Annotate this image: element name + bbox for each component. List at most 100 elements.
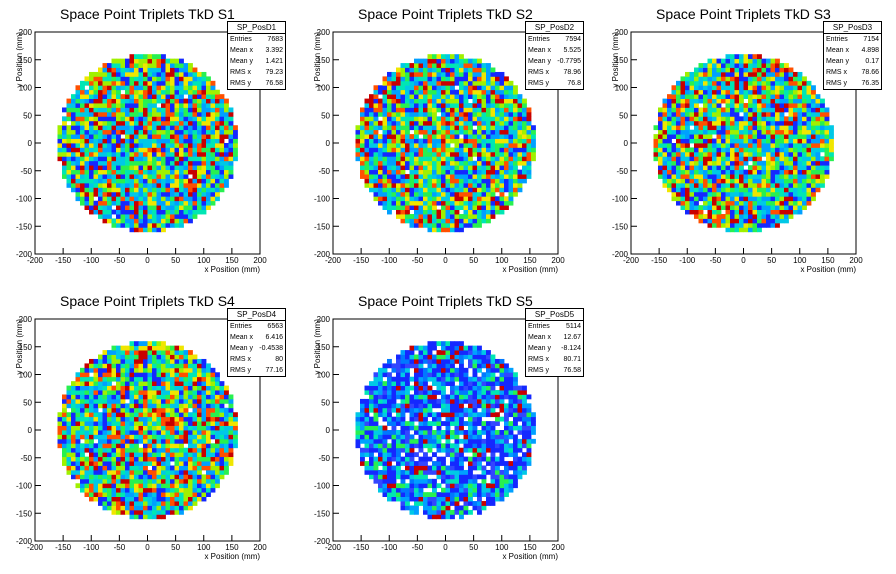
heatmap-cell bbox=[685, 165, 690, 171]
heatmap-cell bbox=[116, 452, 121, 458]
heatmap-cell bbox=[680, 80, 686, 86]
heatmap-cell bbox=[197, 434, 202, 440]
heatmap-cell bbox=[165, 156, 171, 162]
heatmap-cell bbox=[107, 107, 112, 113]
heatmap-cell bbox=[770, 156, 776, 162]
heatmap-cell bbox=[468, 85, 473, 91]
heatmap-cell bbox=[526, 107, 532, 113]
heatmap-cell bbox=[676, 116, 681, 122]
heatmap-cell bbox=[125, 509, 130, 515]
heatmap-cell bbox=[201, 461, 207, 466]
heatmap-cell bbox=[450, 151, 455, 157]
heatmap-cell bbox=[174, 134, 180, 139]
heatmap-cell bbox=[770, 103, 776, 108]
heatmap-cell bbox=[748, 103, 753, 108]
heatmap-cell bbox=[188, 456, 193, 462]
heatmap-cell bbox=[721, 169, 726, 175]
heatmap-cell bbox=[748, 67, 753, 73]
heatmap-cell bbox=[165, 350, 171, 355]
heatmap-cell bbox=[201, 398, 207, 404]
heatmap-cell bbox=[409, 151, 415, 157]
heatmap-cell bbox=[802, 129, 807, 135]
heatmap-cell bbox=[125, 103, 130, 108]
heatmap-cell bbox=[405, 214, 410, 219]
heatmap-cell bbox=[102, 416, 108, 422]
heatmap-cell bbox=[725, 156, 731, 162]
heatmap-cell bbox=[387, 178, 392, 184]
heatmap-cell bbox=[815, 174, 821, 179]
heatmap-cell bbox=[802, 182, 807, 188]
heatmap-cell bbox=[400, 63, 406, 68]
heatmap-cell bbox=[517, 116, 523, 122]
heatmap-cell bbox=[165, 205, 171, 210]
heatmap-cell bbox=[414, 71, 419, 77]
heatmap-cell bbox=[472, 89, 478, 95]
heatmap-cell bbox=[84, 416, 90, 422]
heatmap-cell bbox=[152, 54, 157, 60]
heatmap-cell bbox=[707, 169, 713, 175]
heatmap-cell bbox=[143, 160, 148, 166]
heatmap-cell bbox=[779, 107, 785, 113]
heatmap-cell bbox=[486, 160, 491, 166]
heatmap-cell bbox=[748, 129, 753, 135]
heatmap-cell bbox=[120, 501, 126, 506]
heatmap-cell bbox=[797, 151, 803, 157]
heatmap-cell bbox=[143, 514, 148, 520]
heatmap-cell bbox=[676, 174, 681, 179]
y-axis-label: y Position (mm) bbox=[611, 32, 620, 88]
heatmap-cell bbox=[125, 71, 130, 77]
heatmap-cell bbox=[147, 174, 153, 179]
heatmap-cell bbox=[757, 98, 762, 104]
heatmap-cell bbox=[734, 143, 740, 148]
heatmap-cell bbox=[102, 218, 108, 224]
heatmap-cell bbox=[170, 390, 175, 395]
heatmap-cell bbox=[116, 478, 121, 484]
heatmap-cell bbox=[468, 196, 473, 202]
heatmap-cell bbox=[531, 138, 536, 144]
heatmap-cell bbox=[75, 89, 81, 95]
heatmap-cell bbox=[179, 416, 184, 422]
heatmap-cell bbox=[373, 147, 379, 153]
heatmap-cell bbox=[761, 89, 767, 95]
heatmap-cell bbox=[233, 129, 238, 135]
heatmap-cell bbox=[369, 160, 374, 166]
heatmap-cell bbox=[779, 67, 785, 73]
heatmap-cell bbox=[134, 98, 139, 104]
heatmap-cell bbox=[147, 354, 153, 360]
heatmap-cell bbox=[797, 89, 803, 95]
heatmap-cell bbox=[156, 98, 162, 104]
heatmap-cell bbox=[75, 438, 81, 444]
heatmap-cell bbox=[201, 178, 207, 184]
heatmap-cell bbox=[748, 151, 753, 157]
heatmap-cell bbox=[147, 398, 153, 404]
heatmap-cell bbox=[138, 478, 144, 484]
heatmap-cell bbox=[725, 89, 731, 95]
heatmap-cell bbox=[165, 492, 171, 497]
heatmap-cell bbox=[698, 89, 704, 95]
heatmap-cell bbox=[201, 430, 207, 435]
heatmap-cell bbox=[450, 76, 455, 82]
heatmap-cell bbox=[179, 214, 184, 219]
heatmap-cell bbox=[427, 138, 433, 144]
heatmap-cell bbox=[134, 178, 139, 184]
heatmap-cell bbox=[201, 438, 207, 444]
heatmap-cell bbox=[156, 85, 162, 91]
heatmap-cell bbox=[188, 430, 193, 435]
heatmap-cell bbox=[102, 169, 108, 175]
heatmap-cell bbox=[667, 178, 672, 184]
heatmap-cell bbox=[152, 85, 157, 91]
heatmap-cell bbox=[80, 174, 85, 179]
heatmap-cell bbox=[98, 438, 103, 444]
heatmap-cell bbox=[174, 196, 180, 202]
heatmap-cell bbox=[680, 98, 686, 104]
heatmap-cell bbox=[721, 80, 726, 86]
heatmap-cell bbox=[486, 147, 491, 153]
heatmap-cell bbox=[463, 103, 469, 108]
heatmap-cell bbox=[102, 403, 108, 409]
heatmap-cell bbox=[423, 134, 428, 139]
heatmap-cell bbox=[116, 385, 121, 391]
heatmap-cell bbox=[125, 94, 130, 99]
heatmap-cell bbox=[454, 134, 460, 139]
heatmap-cell bbox=[192, 492, 198, 497]
heatmap-cell bbox=[441, 147, 446, 153]
